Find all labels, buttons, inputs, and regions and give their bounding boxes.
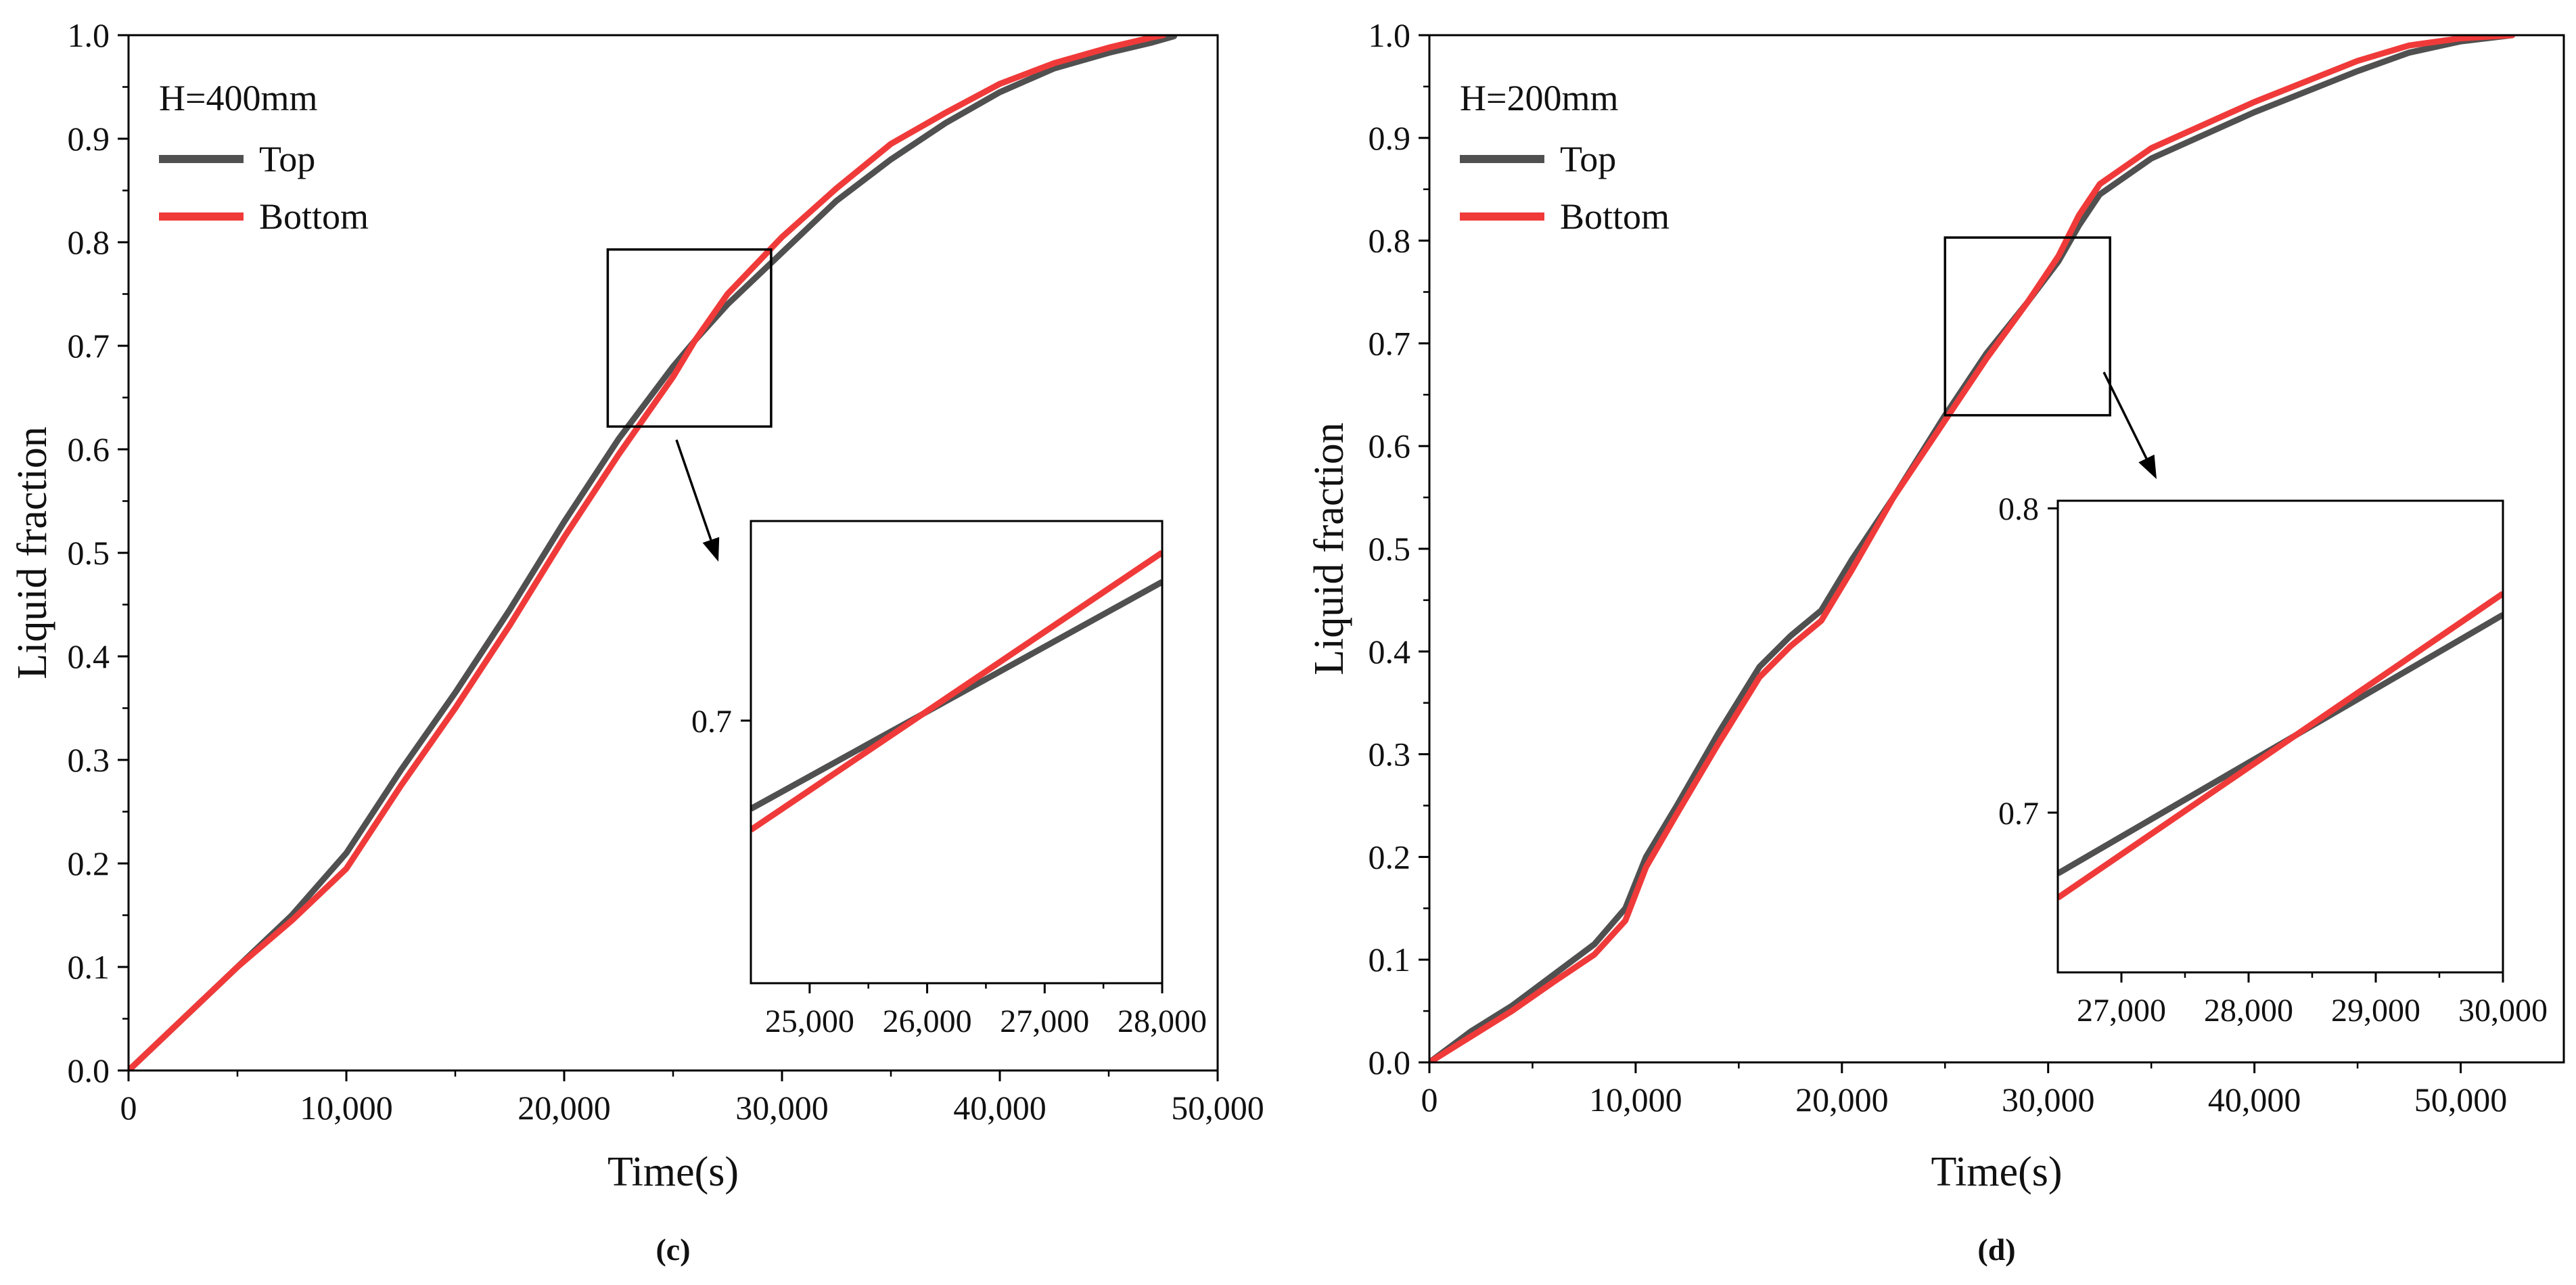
y-axis-label: Liquid fraction bbox=[9, 426, 55, 679]
inset-background bbox=[751, 521, 1162, 983]
inset-x-tick-label: 27,000 bbox=[2077, 993, 2166, 1029]
y-tick-label: 0.7 bbox=[1368, 324, 1411, 362]
x-tick-label: 50,000 bbox=[2414, 1081, 2508, 1119]
x-tick-label: 0 bbox=[1421, 1081, 1438, 1119]
x-axis-label: Time(s) bbox=[1931, 1149, 2062, 1195]
y-tick-label: 0.1 bbox=[1368, 941, 1411, 978]
x-tick-label: 30,000 bbox=[735, 1089, 829, 1127]
inset-frame bbox=[750, 520, 1164, 985]
y-axis-label: Liquid fraction bbox=[1306, 422, 1352, 675]
zoom-arrow-head bbox=[702, 537, 720, 562]
series-group bbox=[1429, 35, 2516, 1062]
y-tick-label: 0.4 bbox=[1368, 633, 1411, 671]
y-tick-label: 0.2 bbox=[1368, 838, 1411, 876]
y-tick-label: 0.6 bbox=[1368, 427, 1411, 465]
inset-plot: 27,000 28,000 29,000 30,000 0.7 0.8 bbox=[1998, 491, 2548, 1029]
inset-x-tick-label: 27,000 bbox=[1000, 1004, 1089, 1039]
y-tick-label: 0.8 bbox=[68, 223, 110, 261]
y-tick-label: 0.0 bbox=[1368, 1043, 1411, 1081]
inset-x-tick-label: 26,000 bbox=[883, 1004, 972, 1039]
inset-series-line-top bbox=[751, 579, 1162, 812]
inset-x-tick-label: 25,000 bbox=[765, 1004, 854, 1039]
series-line-bottom bbox=[1429, 35, 2516, 1062]
panel-label: (c) bbox=[656, 1232, 690, 1267]
x-tick-label: 20,000 bbox=[518, 1089, 611, 1127]
y-tick-label: 1.0 bbox=[1368, 16, 1411, 54]
y-tick-label: 0.6 bbox=[68, 430, 110, 468]
inset-y-tick-label: 0.7 bbox=[691, 704, 732, 740]
y-tick-label: 0.3 bbox=[68, 741, 110, 779]
y-tick-label: 0.3 bbox=[1368, 736, 1411, 773]
panel-label: (d) bbox=[1977, 1232, 2015, 1267]
y-tick-label: 0.8 bbox=[1368, 222, 1411, 260]
inset-x-tick-label: 28,000 bbox=[2204, 993, 2293, 1029]
inset-x-tick-label: 28,000 bbox=[1118, 1004, 1207, 1039]
legend: H=400mm Top Bottom bbox=[159, 78, 369, 237]
y-tick-label: 1.0 bbox=[68, 16, 110, 54]
y-tick-label: 0.4 bbox=[68, 637, 110, 675]
y-tick-label: 0.9 bbox=[1368, 119, 1411, 157]
y-tick-label: 0.7 bbox=[68, 327, 110, 365]
chart-panel-d: 0 10,000 20,000 30,000 40,000 50,000 0.0 0.1 0.2… bbox=[1306, 16, 2565, 1267]
legend-label-bottom: Bottom bbox=[259, 196, 369, 237]
zoom-box bbox=[606, 248, 773, 428]
inset-background bbox=[2058, 501, 2503, 972]
y-tick-label: 0.0 bbox=[68, 1052, 110, 1089]
y-tick-label: 0.5 bbox=[1368, 530, 1411, 568]
inset-series-line-bottom bbox=[751, 549, 1162, 833]
y-tick-label: 0.1 bbox=[68, 948, 110, 986]
inset-series-line-bottom bbox=[2058, 591, 2503, 901]
inset-plot: 25,000 26,000 27,000 28,000 0.7 bbox=[691, 520, 1207, 1039]
x-tick-label: 40,000 bbox=[953, 1089, 1046, 1127]
y-tick-label: 0.5 bbox=[68, 534, 110, 572]
legend-title: H=200mm bbox=[1460, 78, 1618, 118]
x-tick-label: 50,000 bbox=[1171, 1089, 1264, 1127]
x-tick-label: 30,000 bbox=[2002, 1081, 2095, 1119]
y-tick-label: 0.9 bbox=[68, 120, 110, 158]
x-tick-label: 0 bbox=[120, 1089, 137, 1127]
zoom-arrow bbox=[2102, 371, 2148, 459]
inset-frame bbox=[2056, 499, 2504, 974]
inset-y-tick-label: 0.7 bbox=[1998, 796, 2039, 832]
x-tick-label: 40,000 bbox=[2208, 1081, 2301, 1119]
x-axis-label: Time(s) bbox=[607, 1149, 739, 1195]
legend-label-top: Top bbox=[259, 139, 315, 179]
legend-label-bottom: Bottom bbox=[1560, 196, 1670, 237]
inset-x-tick-label: 30,000 bbox=[2458, 993, 2548, 1029]
y-tick-label: 0.2 bbox=[68, 844, 110, 882]
legend-title: H=400mm bbox=[159, 78, 317, 118]
x-tick-label: 10,000 bbox=[300, 1089, 393, 1127]
chart-panel-c: 0 10,000 20,000 30,000 40,000 50,000 0.0 0.1 0.2… bbox=[9, 16, 1264, 1267]
legend-label-top: Top bbox=[1560, 139, 1616, 179]
series-line-bottom bbox=[129, 35, 1166, 1070]
zoom-box bbox=[1944, 236, 2111, 417]
x-tick-label: 10,000 bbox=[1589, 1081, 1682, 1119]
series-group bbox=[129, 35, 1178, 1070]
inset-x-tick-label: 29,000 bbox=[2331, 993, 2420, 1029]
inset-y-tick-label: 0.8 bbox=[1998, 491, 2039, 527]
zoom-arrow bbox=[675, 439, 712, 541]
legend: H=200mm Top Bottom bbox=[1460, 78, 1670, 237]
zoom-arrow-head bbox=[2138, 454, 2157, 479]
x-tick-label: 20,000 bbox=[1795, 1081, 1889, 1119]
